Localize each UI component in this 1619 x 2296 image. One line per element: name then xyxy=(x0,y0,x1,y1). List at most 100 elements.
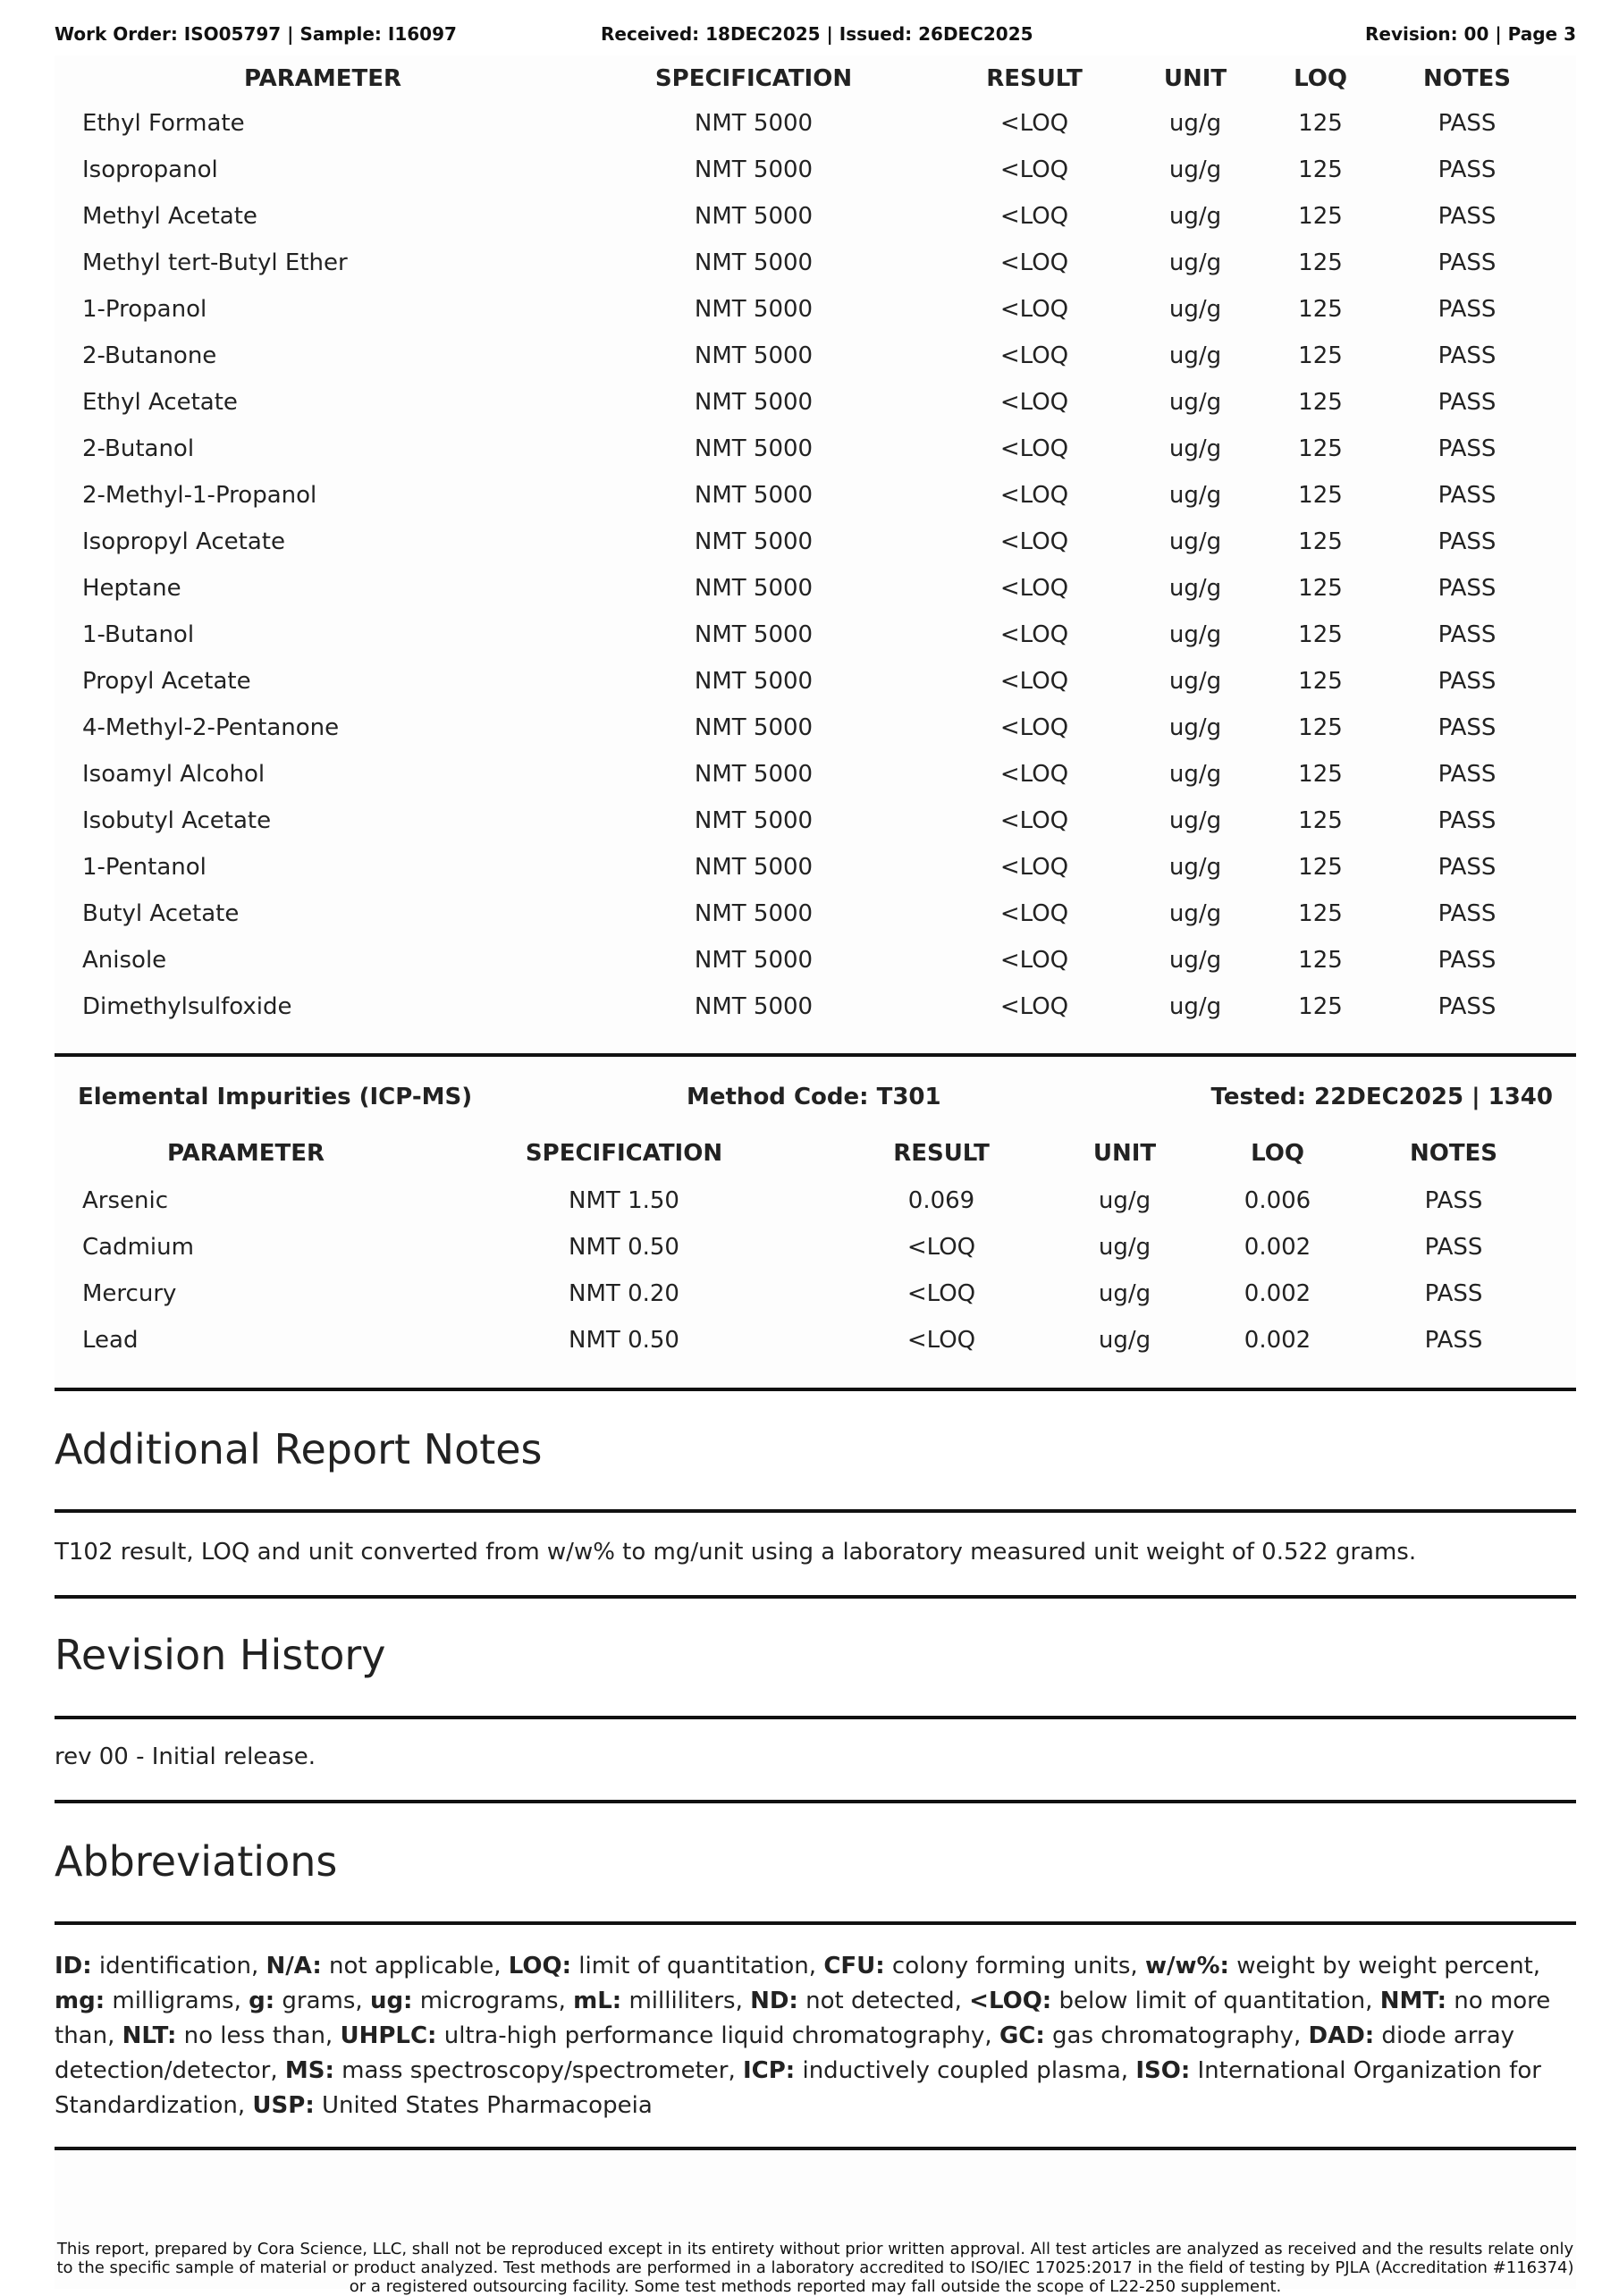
cell-specification: NMT 5000 xyxy=(694,203,814,230)
cell-notes: PASS xyxy=(1424,1280,1483,1307)
divider xyxy=(55,1509,1576,1513)
cell-result: <LOQ xyxy=(999,668,1069,695)
cell-loq: 125 xyxy=(1298,342,1343,369)
solvents-table: PARAMETER SPECIFICATION RESULT UNIT LOQ NOTES… xyxy=(55,55,1576,1053)
cell-unit: ug/g xyxy=(1168,435,1222,462)
abbreviation-term: ID: xyxy=(55,1953,92,1979)
cell-parameter: Isobutyl Acetate xyxy=(82,807,272,834)
cell-loq: 125 xyxy=(1298,854,1343,881)
cell-parameter: Isopropyl Acetate xyxy=(82,528,285,555)
cell-loq: 125 xyxy=(1298,807,1343,834)
cell-parameter: Methyl tert-Butyl Ether xyxy=(82,249,348,276)
cell-result: <LOQ xyxy=(999,621,1069,648)
divider xyxy=(55,2147,1576,2150)
abbreviation-definition: diode array detection/detector, xyxy=(55,2022,1515,2084)
cell-notes: PASS xyxy=(1438,249,1497,276)
work-order-sample: Work Order: ISO05797 | Sample: I16097 xyxy=(55,23,457,45)
cell-notes: PASS xyxy=(1424,1234,1483,1261)
cell-result: <LOQ xyxy=(999,575,1069,602)
cell-notes: PASS xyxy=(1438,900,1497,927)
cell-notes: PASS xyxy=(1438,714,1497,741)
abbreviation-definition: no less than, xyxy=(176,2022,341,2049)
abbreviation-definition: mass spectroscopy/spectrometer, xyxy=(333,2057,743,2084)
cell-notes: PASS xyxy=(1438,156,1497,183)
cell-loq: 125 xyxy=(1298,203,1343,230)
cell-result: <LOQ xyxy=(999,389,1069,416)
cell-result: <LOQ xyxy=(999,761,1069,788)
divider xyxy=(55,1053,1576,1057)
cell-result: <LOQ xyxy=(906,1280,976,1307)
abbreviation-term: USP: xyxy=(252,2092,315,2119)
tested-date: Tested: 22DEC2025 | 1340 xyxy=(1210,1084,1553,1110)
cell-notes: PASS xyxy=(1438,435,1497,462)
abbreviation-term: mg: xyxy=(55,1988,105,2014)
cell-result: <LOQ xyxy=(906,1234,976,1261)
cell-unit: ug/g xyxy=(1168,389,1222,416)
cell-result: <LOQ xyxy=(999,714,1069,741)
cell-loq: 125 xyxy=(1298,900,1343,927)
cell-notes: PASS xyxy=(1438,528,1497,555)
abbreviation-definition: not applicable, xyxy=(321,1953,509,1979)
cell-unit: ug/g xyxy=(1098,1280,1151,1307)
cell-parameter: Heptane xyxy=(82,575,181,602)
column-header-specification: SPECIFICATION xyxy=(525,1140,723,1167)
abbreviation-definition: milligrams, xyxy=(105,1988,249,2014)
cell-specification: NMT 5000 xyxy=(694,668,814,695)
cell-specification: NMT 0.50 xyxy=(569,1327,679,1354)
cell-notes: PASS xyxy=(1424,1187,1483,1214)
cell-parameter: Lead xyxy=(82,1327,139,1354)
cell-specification: NMT 0.20 xyxy=(569,1280,679,1307)
received-issued-dates: Received: 18DEC2025 | Issued: 26DEC2025 xyxy=(601,23,1033,45)
divider xyxy=(55,1921,1576,1925)
abbreviation-term: N/A: xyxy=(266,1953,322,1979)
abbreviation-definition: milliliters, xyxy=(621,1988,751,2014)
cell-specification: NMT 5000 xyxy=(694,482,814,509)
cell-parameter: 1-Pentanol xyxy=(82,854,207,881)
abbreviation-term: MS: xyxy=(284,2057,334,2084)
cell-loq: 125 xyxy=(1298,156,1343,183)
cell-specification: NMT 5000 xyxy=(694,714,814,741)
cell-specification: NMT 5000 xyxy=(694,947,814,974)
cell-specification: NMT 5000 xyxy=(694,296,814,323)
cell-notes: PASS xyxy=(1438,482,1497,509)
cell-unit: ug/g xyxy=(1168,947,1222,974)
cell-unit: ug/g xyxy=(1168,249,1222,276)
cell-notes: PASS xyxy=(1438,110,1497,137)
cell-result: <LOQ xyxy=(999,993,1069,1020)
cell-result: <LOQ xyxy=(999,482,1069,509)
abbreviation-definition: inductively coupled plasma, xyxy=(795,2057,1136,2084)
column-header-parameter: PARAMETER xyxy=(166,1140,325,1167)
cell-parameter: Butyl Acetate xyxy=(82,900,240,927)
abbreviation-term: <LOQ: xyxy=(969,1988,1052,2014)
section-title-notes: Additional Report Notes xyxy=(55,1425,543,1473)
abbreviation-term: NLT: xyxy=(122,2022,177,2049)
abbreviation-definition: weight by weight percent, xyxy=(1228,1953,1541,1979)
cell-unit: ug/g xyxy=(1168,993,1222,1020)
abbreviation-term: DAD: xyxy=(1308,2022,1375,2049)
abbreviation-term: CFU: xyxy=(823,1953,885,1979)
cell-unit: ug/g xyxy=(1168,807,1222,834)
cell-loq: 125 xyxy=(1298,714,1343,741)
cell-parameter: Methyl Acetate xyxy=(82,203,257,230)
abbreviation-definition: grams, xyxy=(274,1988,370,2014)
elemental-table: Elemental Impurities (ICP-MS) Method Cod… xyxy=(55,1057,1576,1388)
cell-loq: 125 xyxy=(1298,389,1343,416)
cell-parameter: 2-Butanone xyxy=(82,342,217,369)
elemental-section-title: Elemental Impurities (ICP-MS) xyxy=(78,1084,473,1110)
cell-unit: ug/g xyxy=(1168,761,1222,788)
method-code: Method Code: T301 xyxy=(687,1084,941,1110)
column-header-notes: NOTES xyxy=(1409,1140,1498,1167)
column-header-loq: LOQ xyxy=(1294,65,1347,92)
abbreviation-definition: limit of quantitation, xyxy=(570,1953,824,1979)
cell-parameter: Cadmium xyxy=(82,1234,194,1261)
cell-parameter: Isoamyl Alcohol xyxy=(82,761,266,788)
cell-unit: ug/g xyxy=(1168,156,1222,183)
divider xyxy=(55,1716,1576,1719)
cell-notes: PASS xyxy=(1438,807,1497,834)
cell-loq: 125 xyxy=(1298,249,1343,276)
abbreviation-definition: below limit of quantitation, xyxy=(1051,1988,1380,2014)
abbreviation-definition: micrograms, xyxy=(412,1988,574,2014)
abbreviation-term: ICP: xyxy=(743,2057,796,2084)
cell-result: <LOQ xyxy=(999,854,1069,881)
divider xyxy=(55,1388,1576,1391)
